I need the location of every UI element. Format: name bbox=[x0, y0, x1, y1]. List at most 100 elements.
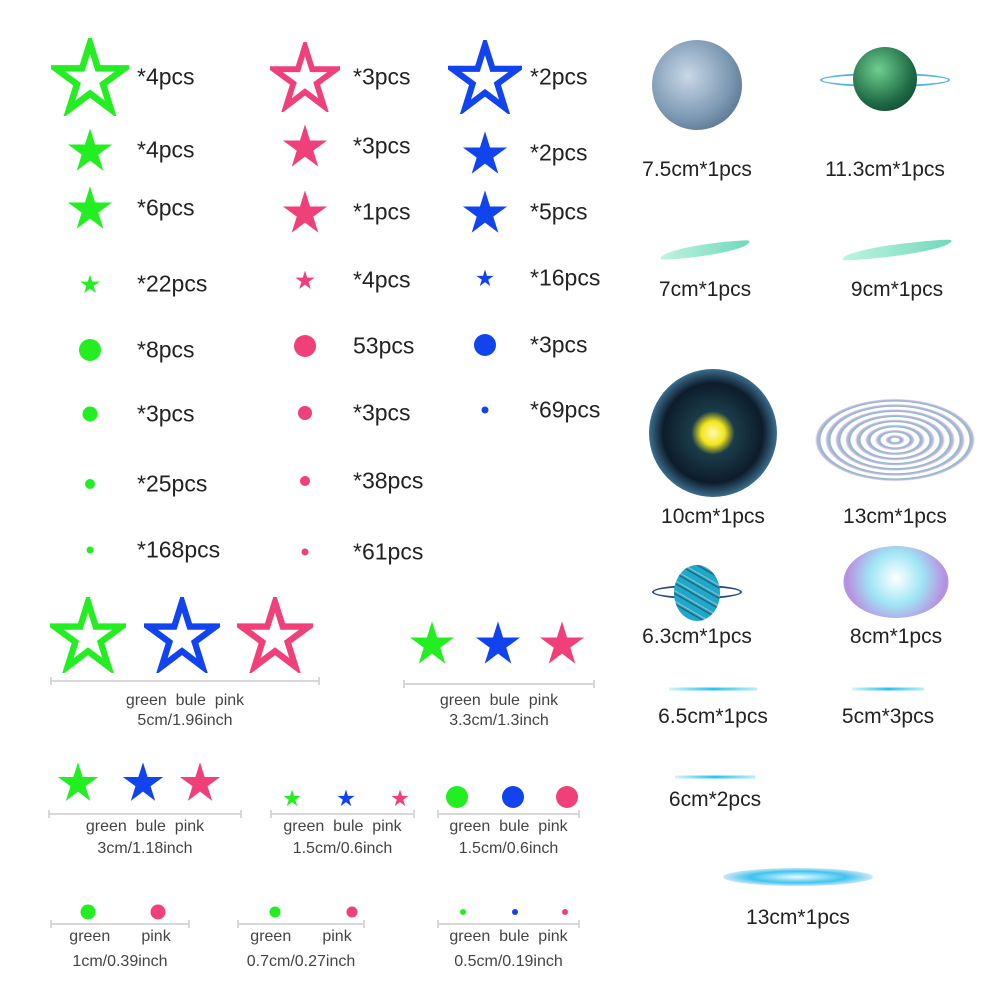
size-label: 1.5cm/0.6inch bbox=[458, 840, 559, 857]
color-labels: green bule pink bbox=[449, 818, 568, 835]
star-icon bbox=[475, 620, 521, 666]
quantity-label: *25pcs bbox=[137, 470, 208, 497]
decal-size-label: 6cm*2pcs bbox=[668, 788, 762, 811]
color-labels: green pink bbox=[69, 928, 171, 945]
dot-icon bbox=[446, 786, 468, 808]
dot-icon bbox=[460, 909, 466, 915]
quantity-label: *3pcs bbox=[353, 63, 411, 90]
star-icon bbox=[462, 189, 508, 235]
quantity-label: *4pcs bbox=[353, 266, 411, 293]
meteor-streak-image bbox=[723, 868, 873, 886]
decal-size-label: 6.5cm*1pcs bbox=[658, 705, 768, 728]
quantity-label: *2pcs bbox=[530, 63, 588, 90]
size-ruler bbox=[50, 920, 190, 928]
dot-icon bbox=[481, 406, 489, 414]
star-outline-icon bbox=[442, 34, 528, 117]
dot-icon bbox=[300, 476, 310, 486]
dot-icon bbox=[346, 906, 358, 918]
star-icon bbox=[539, 620, 585, 666]
star-icon bbox=[122, 761, 164, 803]
size-label: 3.3cm/1.3inch bbox=[449, 712, 549, 729]
size-label: 3cm/1.18inch bbox=[97, 840, 193, 857]
meteor-line-image bbox=[669, 687, 757, 691]
size-ruler bbox=[50, 677, 320, 685]
size-label: 0.5cm/0.19inch bbox=[454, 953, 563, 970]
star-icon bbox=[337, 789, 355, 807]
ringed-green-planet-image bbox=[820, 45, 950, 115]
star-icon bbox=[462, 130, 508, 176]
star-icon bbox=[283, 789, 301, 807]
dot-icon bbox=[556, 786, 578, 808]
quantity-label: *3pcs bbox=[530, 331, 588, 358]
quantity-label: *69pcs bbox=[530, 396, 601, 423]
star-icon bbox=[80, 274, 100, 294]
dot-icon bbox=[502, 786, 524, 808]
decal-size-label: 11.3cm*1pcs bbox=[825, 158, 945, 181]
color-labels: green bule pink bbox=[439, 692, 559, 709]
meteor-line-image bbox=[852, 687, 924, 691]
star-icon bbox=[476, 269, 494, 287]
size-ruler bbox=[270, 810, 415, 818]
quantity-label: *61pcs bbox=[353, 538, 424, 565]
star-icon bbox=[295, 270, 315, 290]
quantity-label: *6pcs bbox=[137, 194, 195, 221]
decal-size-label: 7cm*1pcs bbox=[658, 278, 752, 301]
star-icon bbox=[67, 185, 113, 231]
decal-size-label: 9cm*1pcs bbox=[850, 278, 944, 301]
dot-icon bbox=[150, 904, 166, 920]
spiral-galaxy-image bbox=[812, 397, 978, 483]
star-icon bbox=[179, 761, 221, 803]
dot-icon bbox=[474, 334, 496, 356]
dot-icon bbox=[85, 479, 95, 489]
color-labels: green bule pink bbox=[283, 818, 402, 835]
meteor-line-image bbox=[675, 775, 755, 779]
quantity-label: *3pcs bbox=[353, 399, 411, 426]
saturn-image bbox=[652, 563, 742, 623]
quantity-label: *1pcs bbox=[353, 198, 411, 225]
star-outline-icon bbox=[138, 591, 226, 676]
star-icon bbox=[391, 789, 409, 807]
decal-size-label: 10cm*1pcs bbox=[661, 505, 765, 528]
quantity-label: *5pcs bbox=[530, 198, 588, 225]
star-icon bbox=[282, 123, 328, 169]
galaxy-oval-image bbox=[843, 546, 949, 618]
decal-size-label: 5cm*3pcs bbox=[841, 705, 935, 728]
star-icon bbox=[409, 620, 455, 666]
decal-size-label: 7.5cm*1pcs bbox=[642, 158, 752, 181]
feather-image bbox=[841, 239, 953, 261]
color-labels: green bule pink bbox=[85, 818, 205, 835]
sun-nebula-image bbox=[649, 369, 777, 497]
feather-image bbox=[659, 239, 751, 261]
quantity-label: *3pcs bbox=[353, 132, 411, 159]
quantity-label: *22pcs bbox=[137, 270, 208, 297]
size-label: 1cm/0.39inch bbox=[72, 953, 168, 970]
color-labels: green bule pink bbox=[449, 928, 568, 945]
star-outline-icon bbox=[231, 591, 319, 676]
quantity-label: *16pcs bbox=[530, 264, 601, 291]
star-outline-icon bbox=[44, 591, 132, 676]
quantity-label: *4pcs bbox=[137, 63, 195, 90]
size-ruler bbox=[48, 810, 242, 818]
dot-icon bbox=[512, 909, 518, 915]
dot-icon bbox=[80, 904, 96, 920]
dot-icon bbox=[562, 909, 568, 915]
color-labels: green bule pink bbox=[125, 692, 245, 709]
dot-icon bbox=[269, 906, 281, 918]
star-icon bbox=[282, 189, 328, 235]
moon-image bbox=[652, 40, 742, 130]
star-outline-icon bbox=[264, 36, 346, 115]
size-label: 0.7cm/0.27inch bbox=[246, 953, 356, 970]
decal-size-label: 13cm*1pcs bbox=[746, 906, 850, 929]
size-ruler bbox=[237, 920, 365, 928]
quantity-label: *3pcs bbox=[137, 400, 195, 427]
dot-icon bbox=[86, 546, 94, 554]
decal-size-label: 6.3cm*1pcs bbox=[642, 625, 752, 648]
quantity-label: *8pcs bbox=[137, 336, 195, 363]
star-icon bbox=[57, 761, 99, 803]
decal-size-label: 8cm*1pcs bbox=[849, 625, 943, 648]
dot-icon bbox=[79, 339, 101, 361]
quantity-label: *4pcs bbox=[137, 136, 195, 163]
color-labels: green pink bbox=[250, 928, 352, 945]
star-icon bbox=[67, 127, 113, 173]
size-ruler bbox=[437, 810, 580, 818]
